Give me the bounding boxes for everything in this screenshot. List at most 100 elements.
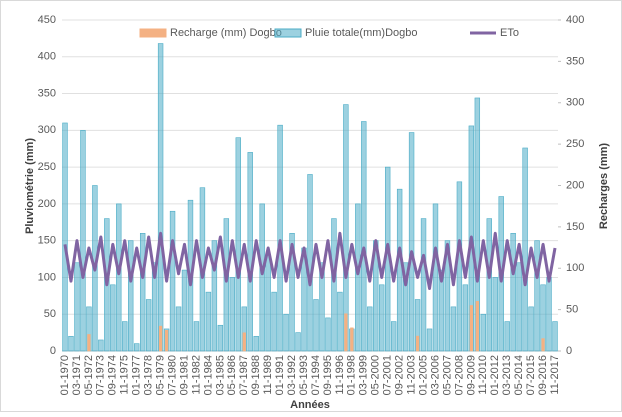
x-tick-label: 03-1999	[358, 355, 370, 395]
x-tick-label: 05-2014	[513, 355, 525, 395]
y2-tick-label: 350	[566, 55, 584, 67]
recharge-bar	[164, 330, 169, 352]
legend-label: Pluie totale(mm)Dogbo	[305, 27, 418, 39]
x-tick-label: 11-2010	[477, 355, 489, 395]
rain-bar	[307, 174, 313, 352]
rain-bar	[528, 306, 534, 352]
y2-tick-label: 250	[566, 138, 584, 150]
rain-bar	[139, 233, 146, 352]
rain-bar	[420, 218, 427, 352]
rain-bar	[313, 299, 319, 352]
x-tick-label: 05-1993	[298, 355, 310, 395]
rain-bar	[289, 233, 295, 352]
eto-line	[63, 231, 557, 290]
rain-bar	[259, 203, 265, 352]
x-tick-label: 01-1977	[131, 355, 143, 395]
x-tick-label: 07-1973	[95, 355, 107, 395]
rain-bar	[402, 262, 409, 352]
rain-bar	[522, 147, 528, 352]
rain-bar	[295, 332, 301, 352]
rain-bar	[552, 321, 558, 352]
rain-bar	[134, 343, 140, 352]
legend-swatch	[139, 28, 167, 38]
y2-tick-label: 200	[566, 179, 584, 191]
rain-bar	[367, 306, 373, 352]
rain-bar	[331, 218, 337, 352]
y-tick-label: 0	[50, 345, 56, 357]
y-tick-label: 450	[38, 14, 56, 26]
rain-bar	[151, 262, 158, 352]
rain-bar	[205, 291, 212, 352]
x-tick-label: 05-1979	[155, 355, 167, 395]
x-tick-label: 01-2005	[417, 355, 429, 395]
x-tick-label: 05-2000	[370, 355, 382, 395]
y-tick-label: 50	[44, 308, 56, 320]
rain-bar	[181, 269, 188, 352]
x-tick-label: 01-1991	[274, 355, 286, 395]
rain-bar	[486, 218, 492, 352]
rain-bar	[229, 277, 236, 352]
y-tick-label: 300	[38, 124, 56, 136]
x-tick-label: 11-2003	[405, 355, 417, 395]
rain-bar	[492, 277, 498, 352]
x-tick-label: 03-1971	[71, 355, 83, 395]
rain-bar	[319, 262, 325, 352]
rain-bar	[265, 255, 271, 352]
rain-bar	[546, 277, 552, 352]
x-tick-label: 11-1989	[262, 355, 274, 395]
rain-bar	[408, 132, 415, 352]
x-tick-label: 05-2007	[441, 355, 453, 395]
x-tick-label: 03-2013	[501, 355, 513, 395]
rain-bar	[271, 291, 277, 352]
rain-bar	[253, 335, 259, 352]
y2-axis-title: Recharges (mm)	[598, 143, 610, 230]
rain-bar	[396, 188, 403, 352]
y2-tick-label: 50	[566, 304, 578, 316]
recharge-bar	[344, 313, 348, 352]
x-tick-label: 07-1980	[166, 355, 178, 395]
rain-bar	[432, 203, 439, 352]
rain-bar	[80, 130, 86, 352]
rain-bar	[504, 321, 510, 352]
rain-bar	[516, 262, 522, 352]
recharge-bar	[475, 301, 479, 352]
y-tick-label: 100	[38, 271, 56, 283]
rain-bar	[277, 124, 283, 352]
rain-bar	[128, 240, 134, 352]
rain-bar	[426, 328, 433, 352]
x-tick-label: 09-1995	[322, 355, 334, 395]
rain-bar	[110, 284, 116, 352]
rain-bar	[390, 321, 397, 352]
rain-bar	[337, 291, 343, 352]
recharge-bar	[242, 332, 246, 352]
rain-bar	[74, 262, 80, 352]
rain-bar	[456, 181, 463, 352]
rain-bar	[247, 152, 253, 352]
rain-bar	[235, 137, 241, 352]
y2-tick-label: 0	[566, 345, 572, 357]
x-tick-label: 03-2006	[429, 355, 441, 395]
x-tick-label: 07-2015	[525, 355, 537, 395]
rain-bar	[534, 240, 540, 352]
rain-bar	[444, 240, 451, 352]
rain-bar	[480, 313, 486, 352]
x-tick-label: 11-2017	[549, 355, 561, 395]
x-tick-label: 09-2009	[465, 355, 477, 395]
rain-bar	[157, 43, 164, 352]
rain-bar	[145, 299, 152, 352]
rain-bar	[462, 284, 469, 352]
x-tick-label: 07-1994	[310, 355, 322, 395]
y-tick-label: 400	[38, 51, 56, 63]
x-tick-label: 05-1972	[83, 355, 95, 395]
x-tick-label: 09-1981	[178, 355, 190, 395]
x-tick-label: 07-2008	[453, 355, 465, 395]
rain-bar	[122, 321, 128, 352]
rain-bar	[450, 306, 457, 352]
recharge-bar	[87, 334, 91, 352]
y-tick-label: 250	[38, 161, 56, 173]
legend-label: ETo	[500, 27, 519, 39]
rain-bar	[283, 313, 289, 352]
y-tick-label: 200	[38, 198, 56, 210]
y2-tick-label: 400	[566, 14, 584, 26]
